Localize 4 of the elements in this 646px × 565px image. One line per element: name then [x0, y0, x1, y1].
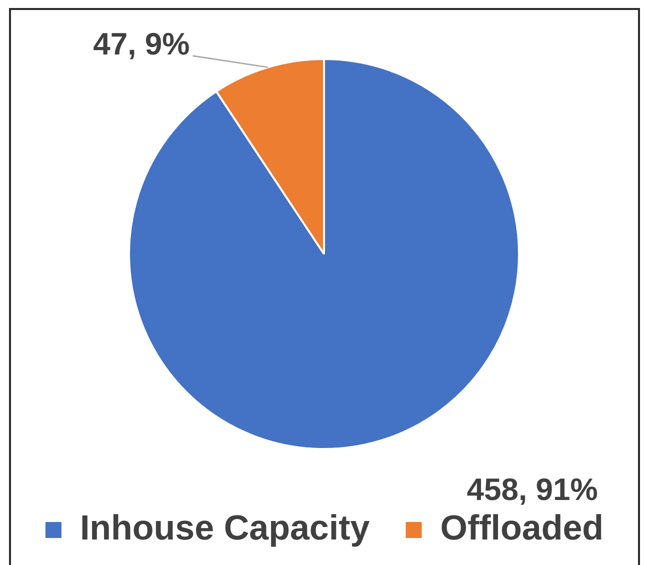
data-label: 458, 91% — [466, 472, 598, 508]
legend-label: Offloaded — [440, 508, 604, 548]
legend-label: Inhouse Capacity — [80, 508, 370, 548]
data-label: 47, 9% — [93, 26, 190, 62]
